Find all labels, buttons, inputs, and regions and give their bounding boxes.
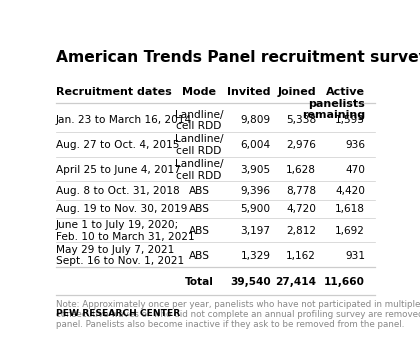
- Text: 470: 470: [345, 165, 365, 175]
- Text: ABS: ABS: [189, 186, 210, 196]
- Text: Aug. 8 to Oct. 31, 2018: Aug. 8 to Oct. 31, 2018: [56, 186, 179, 196]
- Text: 39,540: 39,540: [230, 277, 270, 288]
- Text: ABS: ABS: [189, 205, 210, 214]
- Text: 1,618: 1,618: [335, 205, 365, 214]
- Text: Total: Total: [184, 277, 213, 288]
- Text: Note: Approximately once per year, panelists who have not participated in multip: Note: Approximately once per year, panel…: [56, 300, 420, 329]
- Text: 9,809: 9,809: [241, 115, 270, 126]
- Text: 4,420: 4,420: [335, 186, 365, 196]
- Text: American Trends Panel recruitment surveys: American Trends Panel recruitment survey…: [56, 50, 420, 65]
- Text: ABS: ABS: [189, 226, 210, 236]
- Text: 1,593: 1,593: [335, 115, 365, 126]
- Text: Mode: Mode: [182, 87, 216, 97]
- Text: Invited: Invited: [227, 87, 270, 97]
- Text: 2,976: 2,976: [286, 140, 316, 150]
- Text: Jan. 23 to March 16, 2014: Jan. 23 to March 16, 2014: [56, 115, 192, 126]
- Text: 936: 936: [345, 140, 365, 150]
- Text: 1,628: 1,628: [286, 165, 316, 175]
- Text: Aug. 27 to Oct. 4, 2015: Aug. 27 to Oct. 4, 2015: [56, 140, 179, 150]
- Text: 11,660: 11,660: [324, 277, 365, 288]
- Text: June 1 to July 19, 2020;
Feb. 10 to March 31, 2021: June 1 to July 19, 2020; Feb. 10 to Marc…: [56, 220, 194, 242]
- Text: 4,720: 4,720: [286, 205, 316, 214]
- Text: Aug. 19 to Nov. 30, 2019: Aug. 19 to Nov. 30, 2019: [56, 205, 187, 214]
- Text: Landline/
cell RDD: Landline/ cell RDD: [175, 134, 223, 156]
- Text: 8,778: 8,778: [286, 186, 316, 196]
- Text: 931: 931: [345, 250, 365, 261]
- Text: Recruitment dates: Recruitment dates: [56, 87, 171, 97]
- Text: 3,197: 3,197: [241, 226, 270, 236]
- Text: April 25 to June 4, 2017: April 25 to June 4, 2017: [56, 165, 181, 175]
- Text: 5,338: 5,338: [286, 115, 316, 126]
- Text: PEW RESEARCH CENTER: PEW RESEARCH CENTER: [56, 309, 180, 318]
- Text: Active
panelists
remaining: Active panelists remaining: [302, 87, 365, 120]
- Text: 9,396: 9,396: [241, 186, 270, 196]
- Text: ABS: ABS: [189, 250, 210, 261]
- Text: May 29 to July 7, 2021
Sept. 16 to Nov. 1, 2021: May 29 to July 7, 2021 Sept. 16 to Nov. …: [56, 245, 184, 266]
- Text: 2,812: 2,812: [286, 226, 316, 236]
- Text: 1,329: 1,329: [241, 250, 270, 261]
- Text: 3,905: 3,905: [241, 165, 270, 175]
- Text: 27,414: 27,414: [275, 277, 316, 288]
- Text: Landline/
cell RDD: Landline/ cell RDD: [175, 159, 223, 181]
- Text: 5,900: 5,900: [241, 205, 270, 214]
- Text: Landline/
cell RDD: Landline/ cell RDD: [175, 110, 223, 131]
- Text: Joined: Joined: [278, 87, 316, 97]
- Text: 6,004: 6,004: [241, 140, 270, 150]
- Text: 1,692: 1,692: [335, 226, 365, 236]
- Text: 1,162: 1,162: [286, 250, 316, 261]
